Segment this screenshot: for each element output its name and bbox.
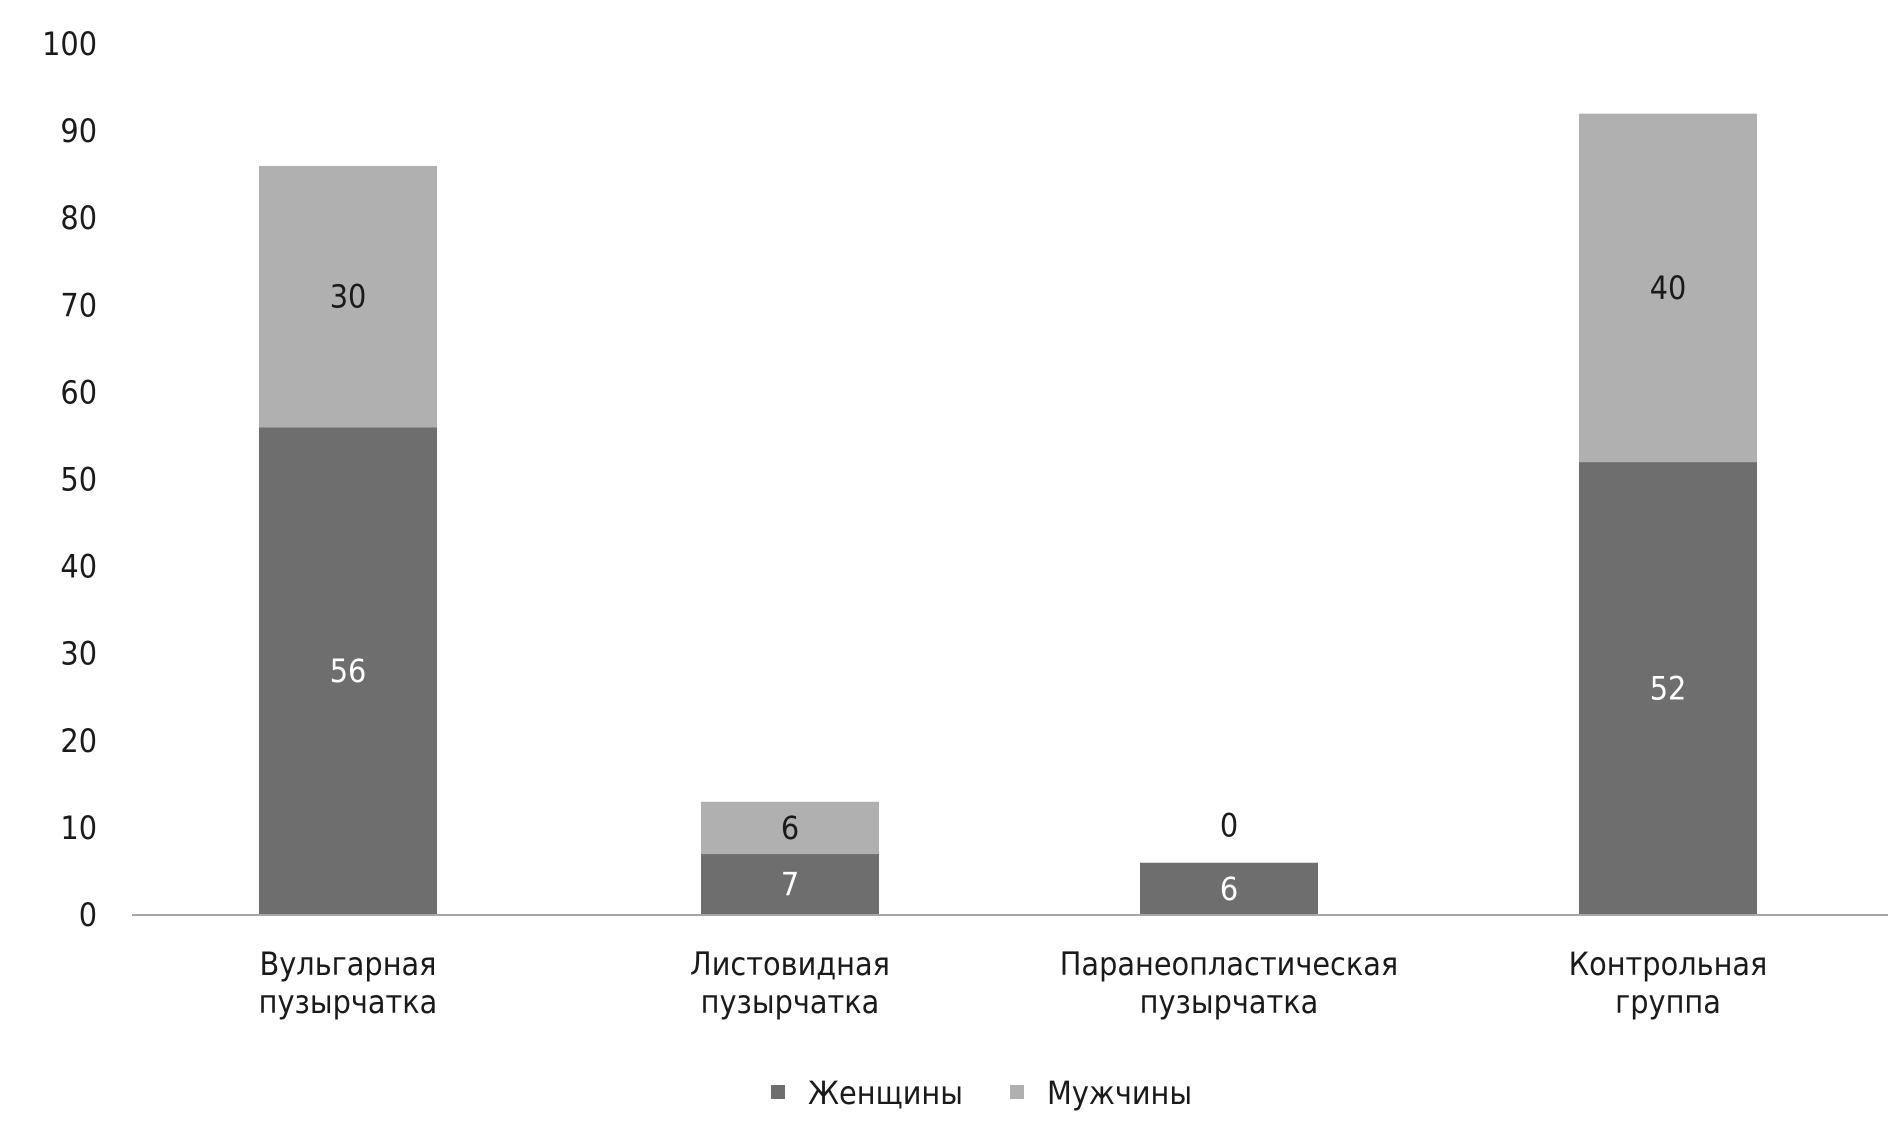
data-label: 40 xyxy=(1650,269,1687,307)
data-label: 6 xyxy=(1220,870,1238,908)
legend: Женщины Мужчины xyxy=(771,1074,1192,1112)
legend-label: Мужчины xyxy=(1047,1074,1192,1112)
y-tick-label: 90 xyxy=(60,112,97,150)
y-tick-label: 50 xyxy=(60,461,97,499)
data-label: 56 xyxy=(330,652,367,690)
plot-area: 56 30 7 6 6 0 52 40 xyxy=(259,113,1757,915)
y-tick-label: 100 xyxy=(42,25,97,63)
bar-segment-women xyxy=(701,854,879,915)
bar-segment-men xyxy=(701,801,879,855)
category-label: Вульгарная пузырчатка xyxy=(259,945,438,1021)
category-label-line: пузырчатка xyxy=(701,983,880,1021)
y-tick-label: 10 xyxy=(60,809,97,847)
bar-segment-women xyxy=(1579,462,1757,915)
data-label: 30 xyxy=(330,278,367,316)
y-tick-label: 0 xyxy=(79,896,97,934)
y-tick-label: 30 xyxy=(60,635,97,673)
y-axis: 0 10 20 30 40 50 60 70 80 90 100 xyxy=(42,25,97,934)
category-label-line: Вульгарная xyxy=(260,945,437,983)
data-label: 7 xyxy=(781,866,799,904)
y-tick-label: 40 xyxy=(60,548,97,586)
y-tick-label: 70 xyxy=(60,286,97,324)
data-label: 52 xyxy=(1650,670,1687,708)
bar-segment-men xyxy=(259,165,437,428)
bar-segment-women xyxy=(1140,862,1318,915)
bar-segment-women xyxy=(259,427,437,915)
category-label: Листовидная пузырчатка xyxy=(690,945,890,1021)
y-tick-label: 80 xyxy=(60,199,97,237)
category-label-line: Паранеопластическая xyxy=(1060,945,1398,983)
legend-swatch xyxy=(1010,1085,1024,1099)
y-tick-label: 60 xyxy=(60,373,97,411)
category-label-line: пузырчатка xyxy=(259,983,438,1021)
y-tick-label: 20 xyxy=(60,722,97,760)
category-label: Паранеопластическая пузырчатка xyxy=(1060,945,1398,1021)
category-label-line: Контрольная xyxy=(1569,945,1768,983)
bar-segment-men xyxy=(1579,113,1757,463)
category-label-line: Листовидная xyxy=(690,945,890,983)
legend-label: Женщины xyxy=(808,1074,963,1112)
category-label-line: пузырчатка xyxy=(1140,983,1319,1021)
category-label: Контрольная группа xyxy=(1569,945,1768,1021)
data-label: 0 xyxy=(1220,807,1238,845)
legend-swatch xyxy=(771,1085,785,1099)
category-label-line: группа xyxy=(1615,983,1721,1021)
data-label: 6 xyxy=(781,809,799,847)
